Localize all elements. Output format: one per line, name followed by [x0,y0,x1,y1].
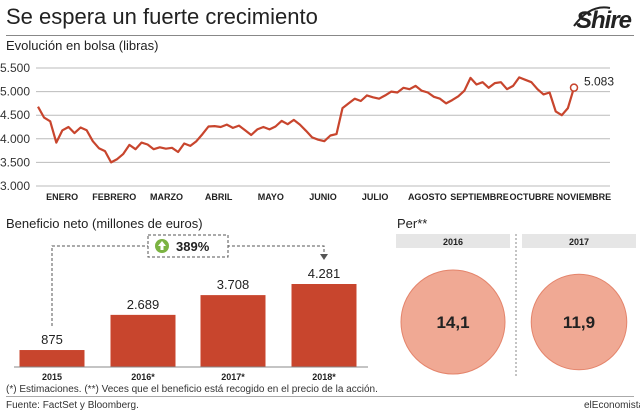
profit-chart-title: Beneficio neto (millones de euros) [6,216,203,231]
stock-last-value-label: 5.083 [584,75,614,89]
per-year-label: 2016 [443,237,463,247]
stock-y-tick-label: 3.500 [0,155,30,169]
stock-y-tick-label: 4.000 [0,132,30,146]
stock-series-line [37,76,576,164]
profit-category-label: 2018* [312,372,336,380]
stock-y-tick-label: 5.500 [0,61,30,75]
arrow-up-glyph [158,241,166,250]
shire-logo-text: Shire [576,7,632,34]
profit-value-label: 3.708 [217,277,250,292]
stock-x-tick-label: ENERO [46,192,78,202]
stock-x-tick-label: FEBRERO [92,192,136,202]
stock-x-tick-label: MARZO [150,192,183,202]
growth-badge-text: 389% [176,239,210,254]
stock-line-chart: 5.500 5.000 4.500 4.000 3.500 3.000 ENERO FEBR… [0,61,614,202]
source-text: Fuente: FactSet y Bloomberg. [6,400,139,411]
profit-bar [110,314,176,367]
stock-x-tick-label: OCTUBRE [509,192,554,202]
profit-bar [19,350,85,367]
stock-x-labels: ENERO FEBRERO MARZO ABRIL MAYO JUNIO JULIO AGOS… [46,192,611,202]
stock-y-tick-label: 5.000 [0,85,30,99]
footer-divider [6,396,634,397]
per-year-label: 2017 [569,237,589,247]
growth-arrow [51,245,325,327]
growth-badge [147,234,229,258]
stock-x-tick-label: MAYO [258,192,284,202]
per-columns: 2016 14,1 2017 11,9 [396,234,636,375]
profit-bar-chart: 875 2015 2.689 2016* 3.708 2017* 4.281 2018* 38… [14,234,368,380]
per-circle [400,269,506,375]
profit-bars: 875 2015 2.689 2016* 3.708 2017* 4.281 2018* [19,266,357,380]
stock-y-ticks: 5.500 5.000 4.500 4.000 3.500 3.000 [0,61,30,193]
per-year-band [522,234,636,248]
shire-logo: Shire [570,2,634,41]
per-value-label: 14,1 [436,313,469,332]
per-year-band [396,234,510,248]
stock-x-tick-label: JULIO [362,192,389,202]
stock-x-tick-label: SEPTIEMBRE [450,192,509,202]
stock-y-tick-label: 4.500 [0,108,30,122]
stock-x-tick-label: ABRIL [205,192,233,202]
profit-category-label: 2015 [42,372,62,380]
growth-annotation: 389% [51,234,328,327]
stock-x-tick-label: NOVIEMBRE [557,192,612,202]
stock-y-tick-label: 3.000 [0,179,30,193]
profit-category-label: 2016* [131,372,155,380]
title-divider [6,35,634,36]
per-title: Per** [397,216,428,231]
per-circle [530,273,628,371]
footnote: (*) Estimaciones. (**) Veces que el bene… [6,384,378,395]
per-value-label: 11,9 [563,313,595,332]
profit-value-label: 4.281 [308,266,341,281]
stock-grid [36,67,610,187]
stock-x-tick-label: AGOSTO [408,192,447,202]
profit-bar [291,284,357,367]
stock-last-point [569,83,579,92]
profit-value-label: 875 [41,332,63,347]
page-title: Se espera un fuerte crecimiento [6,4,318,29]
brand-text: elEconomista [584,400,640,411]
stock-x-tick-label: JUNIO [309,192,337,202]
per-panel: 2016 14,1 2017 11,9 [396,234,636,376]
profit-bar [200,295,266,367]
shire-logo-mark: Shire [573,6,633,34]
profit-value-label: 2.689 [127,297,160,312]
profit-category-label: 2017* [221,372,245,380]
growth-arrow-head [320,254,328,260]
stock-chart-title: Evolución en bolsa (libras) [6,38,159,53]
